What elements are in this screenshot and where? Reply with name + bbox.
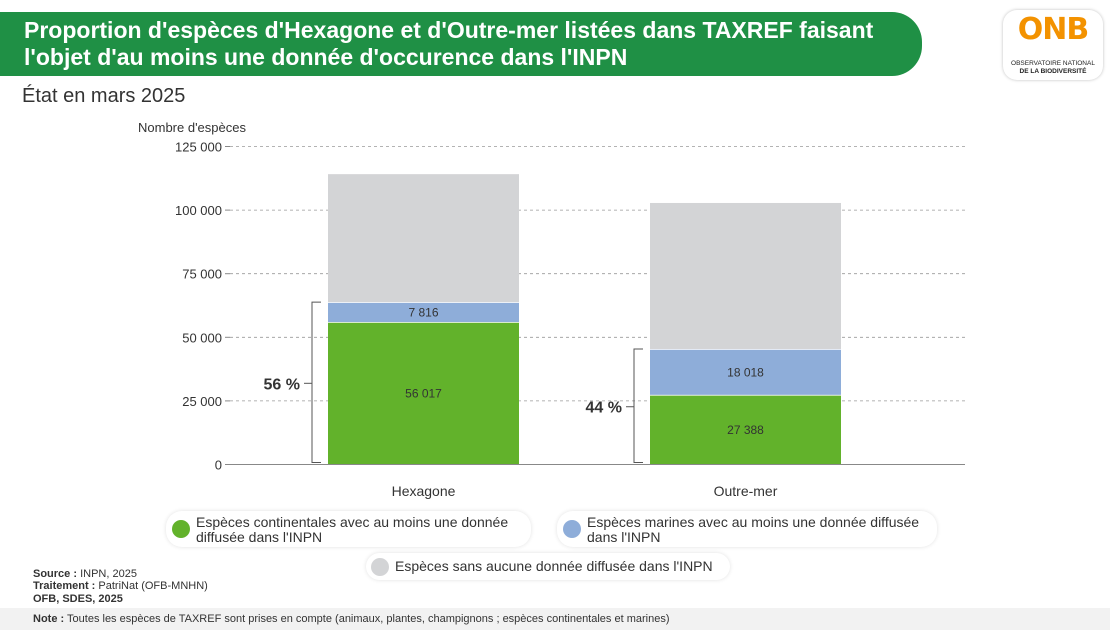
- legend-label-continental-line-2: diffusée dans l'INPN: [196, 529, 323, 545]
- chart-title-line-2: l'objet d'au moins une donnée d'occurenc…: [24, 44, 628, 70]
- legend-item-marine: Espèces marines avec au moins une donnée…: [557, 511, 937, 547]
- footer-source: Source : INPN, 2025: [33, 568, 137, 580]
- percent-label: 56 %: [264, 376, 300, 393]
- footer-note: Note : Toutes les espèces de TAXREF sont…: [33, 613, 670, 625]
- x-tick-label: Hexagone: [392, 483, 456, 499]
- legend-label-continental-line-1: Espèces continentales avec au moins une …: [196, 514, 509, 530]
- bar-segment: [328, 302, 519, 322]
- y-tick-label: 0: [215, 458, 222, 473]
- legend-swatch-marine: [563, 520, 581, 538]
- legend-item-no-data: Espèces sans aucune donnée diffusée dans…: [366, 553, 730, 580]
- legend-label-no-data: Espèces sans aucune donnée diffusée dans…: [395, 558, 713, 574]
- treatment-text: PatriNat (OFB-MNHN): [98, 580, 208, 592]
- source-text: INPN, 2025: [80, 568, 137, 580]
- bar-segment: [650, 202, 841, 349]
- legend-swatch-no-data: [371, 558, 389, 576]
- logo-mark: ONB: [1017, 12, 1089, 47]
- note-band: [0, 608, 1110, 630]
- data-label: 7 816: [408, 306, 438, 320]
- stacked-bar-chart: Nombre d'espèces 0 25 000 50 000 75 000 100 0…: [138, 120, 965, 499]
- onb-logo: ONB OBSERVATOIRE NATIONAL DE LA BIODIVER…: [1003, 10, 1103, 80]
- legend-label-marine-line-1: Espèces marines avec au moins une donnée…: [587, 514, 920, 530]
- bar-segment: [328, 174, 519, 303]
- treatment-label: Traitement :: [33, 580, 96, 592]
- note-text: Toutes les espèces de TAXREF sont prises…: [67, 613, 670, 625]
- data-label: 18 018: [727, 365, 764, 379]
- percent-label: 44 %: [586, 400, 622, 417]
- subtitle: État en mars 2025: [22, 85, 186, 107]
- bracket: [633, 348, 643, 463]
- legend-item-continental: Espèces continentales avec au moins une …: [166, 511, 531, 547]
- data-label: 27 388: [727, 423, 764, 437]
- bar-segment: [328, 321, 519, 465]
- y-tick-label: 125 000: [175, 140, 222, 155]
- y-tick-label: 75 000: [182, 267, 222, 282]
- title-banner: Proportion d'espèces d'Hexagone et d'Out…: [0, 12, 922, 76]
- note-label: Note :: [33, 613, 65, 625]
- bar-segment: [650, 348, 841, 395]
- y-axis-title: Nombre d'espèces: [138, 120, 246, 135]
- y-tick-label: 25 000: [182, 394, 222, 409]
- legend-label-marine-line-2: dans l'INPN: [587, 529, 661, 545]
- credit-text: OFB, SDES, 2025: [33, 593, 123, 605]
- y-tick-label: 100 000: [175, 203, 222, 218]
- footer-treatment: Traitement : PatriNat (OFB-MNHN): [33, 580, 208, 592]
- data-label: 56 017: [405, 387, 442, 401]
- logo-line-1: OBSERVATOIRE NATIONAL: [1011, 60, 1095, 67]
- y-tick-label: 50 000: [182, 330, 222, 345]
- chart-title-line-1: Proportion d'espèces d'Hexagone et d'Out…: [24, 17, 874, 43]
- legend-swatch-continental: [172, 520, 190, 538]
- x-tick-label: Outre-mer: [714, 483, 778, 499]
- footer-credit: OFB, SDES, 2025: [33, 593, 123, 605]
- source-label: Source :: [33, 568, 78, 580]
- bracket: [311, 301, 321, 463]
- bar-segment: [650, 394, 841, 465]
- logo-line-2: DE LA BIODIVERSITÉ: [1019, 68, 1087, 75]
